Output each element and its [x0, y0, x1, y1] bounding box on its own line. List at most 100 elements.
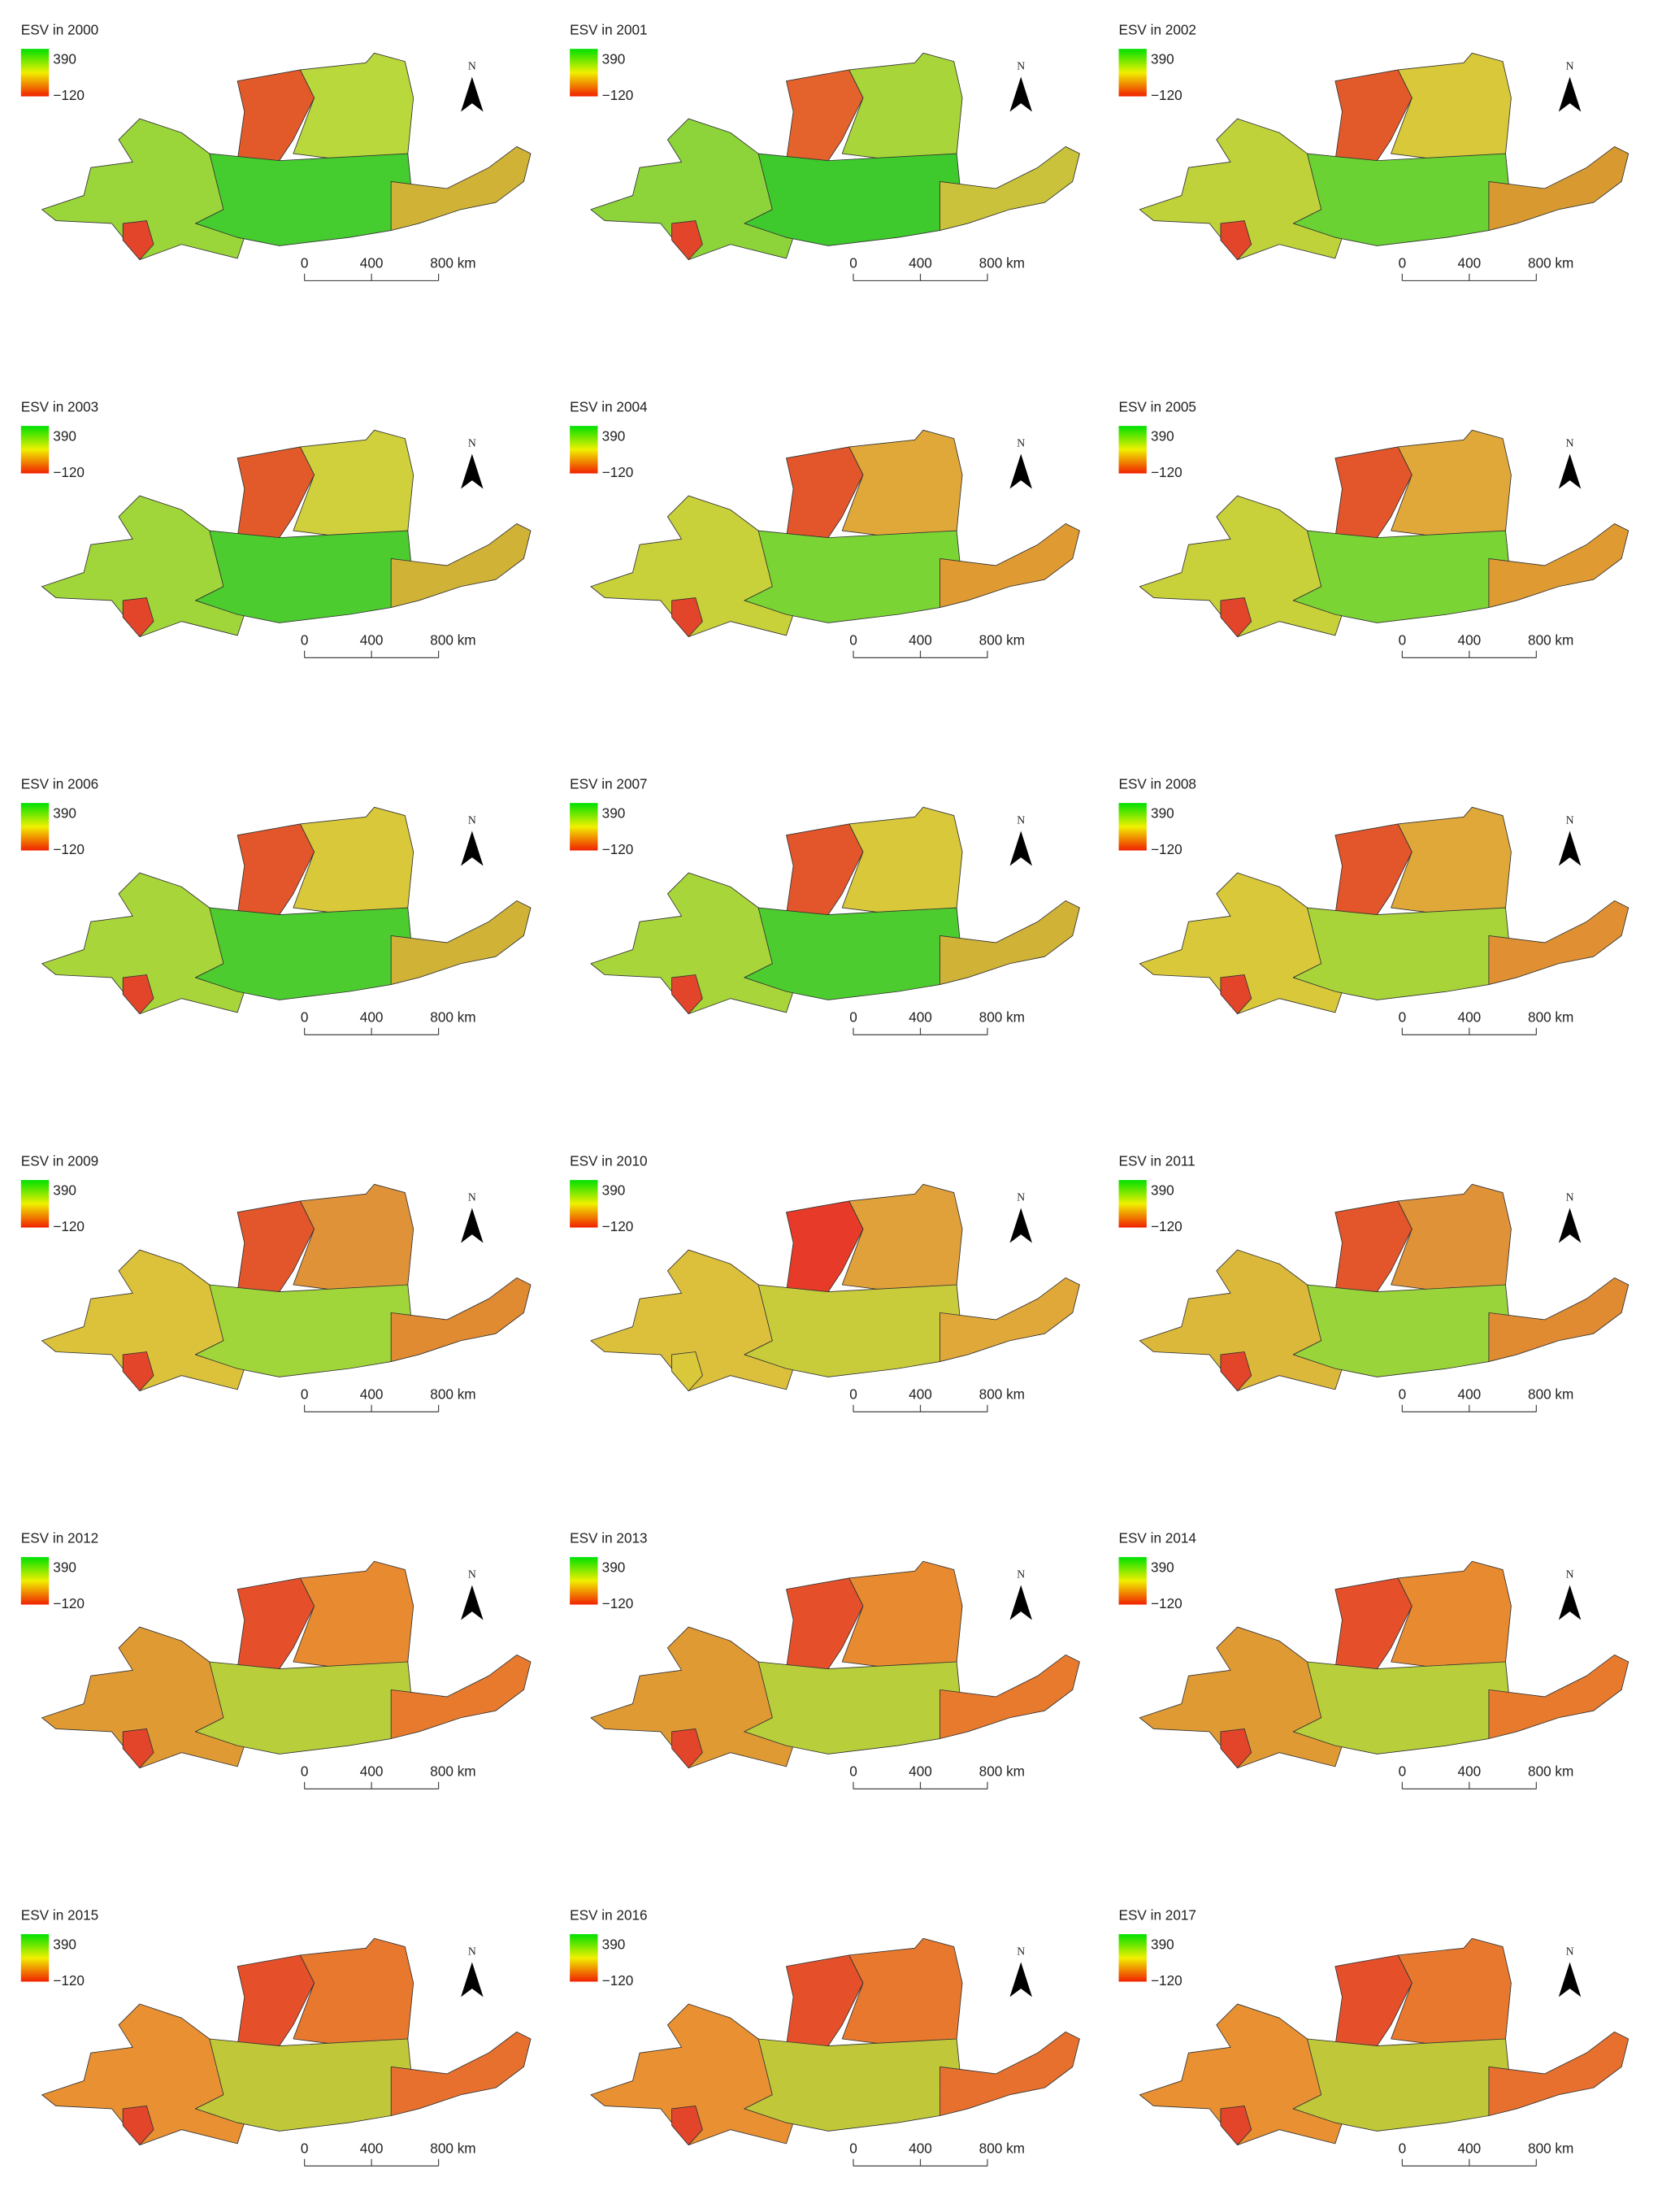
scale-label: 400 — [1458, 1008, 1482, 1025]
legend-color-bar — [1118, 1180, 1147, 1228]
scale-label: 400 — [909, 631, 932, 648]
basin-region — [293, 1183, 414, 1293]
basin-region — [1391, 1937, 1512, 2047]
legend-max-label: 390 — [53, 1936, 76, 1952]
scale-label: 0 — [1399, 2140, 1407, 2156]
basin-region — [122, 597, 154, 638]
north-label: N — [1017, 1568, 1025, 1581]
map-title: ESV in 2016 — [570, 1906, 647, 1923]
legend-max-label: 390 — [1151, 1936, 1174, 1952]
north-label: N — [1566, 814, 1574, 826]
scale-label: 400 — [1458, 631, 1482, 648]
scale-label: 0 — [849, 2140, 857, 2156]
basin-region — [841, 1560, 963, 1670]
scale-label: 0 — [301, 254, 309, 271]
basin-region — [1220, 597, 1252, 638]
north-label: N — [468, 1568, 476, 1581]
north-label: N — [1566, 1945, 1574, 1958]
legend-min-label: −120 — [1151, 1218, 1182, 1234]
legend-min-label: −120 — [602, 87, 634, 103]
north-arrow — [1558, 76, 1582, 112]
legend-min-label: −120 — [602, 841, 634, 857]
map-panel: ESV in 2016 390 −120 N 0 400 800 km — [570, 1906, 1080, 2166]
legend-max-label: 390 — [602, 1182, 626, 1198]
map-title: ESV in 2006 — [21, 775, 98, 792]
basin-region — [939, 1277, 1080, 1362]
scale-label: 400 — [909, 2140, 932, 2156]
map-title: ESV in 2010 — [570, 1152, 647, 1169]
north-arrow — [461, 453, 484, 489]
map-title: ESV in 2011 — [1119, 1152, 1196, 1169]
scale-label: 800 km — [430, 1763, 475, 1779]
map-panel: ESV in 2010 390 −120 N 0 400 800 km — [570, 1152, 1080, 1412]
scale-label: 0 — [1399, 1763, 1407, 1779]
basin-region — [293, 1560, 414, 1670]
scale-label: 400 — [360, 2140, 384, 2156]
north-arrow — [461, 76, 484, 112]
basin-region — [939, 1654, 1080, 1739]
legend-color-bar — [570, 1934, 598, 1982]
scale-label: 0 — [301, 1763, 309, 1779]
legend-color-bar — [1118, 426, 1147, 474]
legend-color-bar — [20, 1934, 50, 1982]
scale-label: 0 — [1399, 631, 1407, 648]
scale-label: 0 — [301, 1386, 309, 1402]
legend-color-bar — [570, 803, 598, 851]
basin-region — [293, 1937, 414, 2047]
legend-min-label: −120 — [1151, 841, 1182, 857]
legend-max-label: 390 — [602, 1936, 626, 1952]
basin-region — [122, 2106, 154, 2146]
scale-label: 400 — [909, 1763, 932, 1779]
basin-region — [1391, 806, 1512, 916]
scale-label: 400 — [360, 1386, 384, 1402]
basin-region — [744, 907, 961, 1000]
north-arrow — [1009, 1585, 1032, 1620]
basin-region — [1292, 907, 1511, 1000]
basin-region — [1391, 1560, 1512, 1670]
scale-label: 800 km — [430, 254, 475, 271]
scale-label: 0 — [1399, 254, 1407, 271]
basin-region — [122, 220, 154, 261]
map-panel: ESV in 2001 390 −120 N 0 400 800 km — [570, 21, 1080, 282]
basin-region — [293, 429, 414, 539]
basin-region — [1488, 146, 1629, 231]
map-title: ESV in 2008 — [1119, 775, 1196, 792]
legend-color-bar — [1118, 803, 1147, 851]
legend-max-label: 390 — [602, 427, 626, 444]
legend-color-bar — [20, 1557, 50, 1605]
scale-label: 0 — [301, 2140, 309, 2156]
basin-region — [841, 52, 963, 162]
scale-label: 400 — [360, 254, 384, 271]
north-arrow — [1558, 1585, 1582, 1620]
basin-region — [939, 900, 1080, 985]
legend-min-label: −120 — [1151, 464, 1182, 480]
scale-label: 800 km — [430, 1008, 475, 1025]
basin-region — [1391, 52, 1512, 162]
basin-region — [744, 2038, 961, 2132]
north-arrow — [1009, 76, 1032, 112]
north-label: N — [1566, 60, 1574, 72]
basin-region — [390, 146, 532, 231]
legend-color-bar — [1118, 1934, 1147, 1982]
scale-label: 800 km — [1528, 1763, 1573, 1779]
basin-region — [1391, 429, 1512, 539]
basin-region — [195, 153, 413, 246]
north-arrow — [1009, 831, 1032, 866]
basin-region — [671, 1728, 703, 1769]
legend-max-label: 390 — [1151, 427, 1174, 444]
map-title: ESV in 2012 — [21, 1529, 98, 1546]
basin-region — [195, 530, 413, 623]
north-arrow — [461, 831, 484, 866]
legend-color-bar — [20, 1180, 50, 1228]
map-title: ESV in 2007 — [570, 775, 647, 792]
legend-max-label: 390 — [602, 1559, 626, 1575]
basin-region — [744, 1661, 961, 1754]
basin-region — [1220, 220, 1252, 261]
legend-min-label: −120 — [53, 1595, 85, 1611]
basin-region — [1292, 530, 1511, 623]
legend-min-label: −120 — [602, 1218, 634, 1234]
legend-color-bar — [20, 49, 50, 97]
legend-max-label: 390 — [1151, 805, 1174, 821]
map-panel: ESV in 2003 390 −120 N 0 400 800 km — [20, 398, 532, 659]
